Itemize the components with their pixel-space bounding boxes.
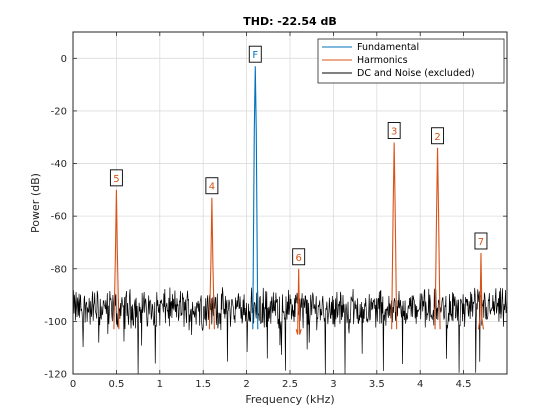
legend-label-fundamental: Fundamental	[357, 42, 419, 53]
harmonic-peak-2-label: 2	[434, 132, 440, 143]
y-axis-label: Power (dB)	[29, 173, 42, 233]
harmonic-peak-7	[477, 252, 485, 330]
harmonic-peak-4	[208, 197, 215, 330]
x-tick-label: 2	[243, 379, 249, 390]
harmonic-peak-3-label: 3	[391, 126, 397, 137]
x-tick-label: 4.5	[456, 379, 472, 390]
x-tick-label: 4	[417, 379, 423, 390]
x-tick-label: 3	[330, 379, 336, 390]
harmonic-peak-5	[113, 189, 120, 330]
fundamental-peak-label-box	[248, 45, 262, 63]
harmonic-peak-7-label: 7	[478, 237, 484, 248]
y-tick-label: -60	[51, 212, 67, 223]
harmonic-peak-4-label-box	[205, 177, 219, 195]
harmonic-peak-6	[295, 268, 302, 335]
harmonic-peak-5-label-box	[109, 169, 123, 187]
fundamental-peak	[252, 66, 259, 330]
legend: Fundamental Harmonics DC and Noise (excl…	[317, 38, 505, 84]
x-tick-label: 2.5	[282, 379, 298, 390]
x-tick-label: 0	[70, 379, 76, 390]
x-tick-label: 1	[157, 379, 163, 390]
legend-label-harmonics: Harmonics	[357, 55, 408, 66]
harmonic-peak-4-label: 4	[209, 182, 215, 193]
y-tick-label: 0	[61, 54, 67, 65]
harmonic-peak-6-label-box	[292, 248, 306, 266]
y-tick-label: -20	[51, 106, 67, 117]
y-tick-label: -40	[51, 159, 67, 170]
x-tick-label: 3.5	[369, 379, 385, 390]
legend-box	[317, 38, 505, 84]
x-axis: 0 0.5 1 1.5 2 2.5 3 3.5 4 4.5	[70, 32, 472, 390]
x-tick-label: 0.5	[108, 379, 124, 390]
x-tick-label: 1.5	[195, 379, 211, 390]
harmonic-peak-7-label-box	[474, 232, 488, 250]
x-axis-label: Frequency (kHz)	[245, 393, 334, 406]
y-tick-label: -100	[44, 317, 67, 328]
noise-series	[72, 287, 508, 375]
chart-title: THD: -22.54 dB	[243, 15, 337, 28]
harmonic-peak-2-label-box	[431, 127, 445, 145]
harmonic-peak-3	[391, 142, 398, 330]
harmonic-peak-3-label-box	[387, 122, 401, 139]
peak-markers: F 2 3 4 5 6 7	[109, 45, 488, 266]
legend-label-noise: DC and Noise (excluded)	[357, 68, 475, 79]
y-tick-label: -80	[51, 264, 67, 275]
fundamental-peak-label: F	[252, 50, 258, 61]
noise-trace	[72, 287, 508, 375]
spike-series	[113, 66, 485, 335]
y-tick-label: -120	[44, 370, 67, 381]
harmonic-peak-5-label: 5	[113, 174, 119, 185]
harmonic-peak-6-label: 6	[295, 253, 301, 264]
y-axis: 0 -20 -40 -60 -80 -100 -120	[44, 54, 507, 381]
harmonic-peak-2	[434, 147, 441, 330]
